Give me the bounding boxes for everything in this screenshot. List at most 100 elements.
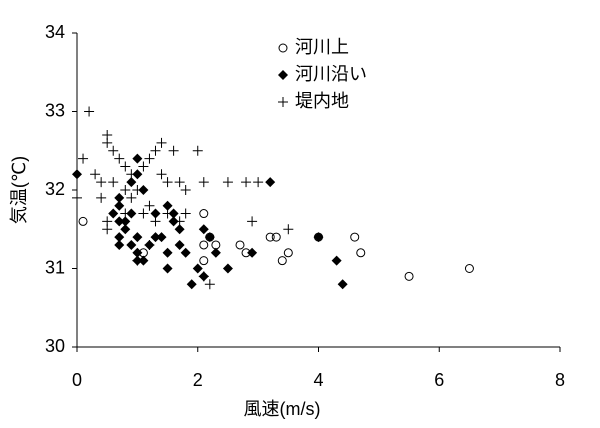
point [150, 145, 161, 156]
point [144, 239, 155, 250]
point [162, 208, 173, 219]
point [114, 192, 125, 203]
point [132, 153, 143, 164]
y-axis-label: 気温(℃) [9, 156, 29, 224]
point [313, 232, 324, 243]
point [132, 185, 143, 195]
point [132, 255, 143, 266]
point [198, 177, 209, 188]
point [126, 192, 137, 203]
legend-label: 堤内地 [295, 91, 349, 111]
point [120, 161, 131, 172]
point [108, 145, 119, 156]
point [265, 232, 275, 242]
point [180, 185, 191, 195]
point [138, 161, 149, 172]
point [120, 185, 131, 195]
legend-marker [278, 70, 288, 80]
point [404, 271, 414, 281]
point [253, 177, 264, 188]
point [120, 208, 131, 219]
legend-marker [278, 43, 288, 53]
point [72, 192, 82, 203]
point [180, 247, 191, 258]
point [102, 224, 113, 235]
point [174, 239, 185, 250]
point [192, 263, 203, 274]
point [96, 192, 107, 203]
point [210, 247, 221, 258]
point [168, 145, 179, 156]
point [241, 177, 252, 188]
point [198, 224, 209, 235]
point [247, 216, 258, 227]
point [174, 177, 185, 188]
point [168, 216, 179, 227]
point [235, 240, 245, 250]
point [265, 177, 276, 188]
point [108, 177, 119, 188]
point [204, 279, 215, 290]
point [102, 130, 113, 141]
x-tick-label: 6 [434, 370, 444, 390]
point [199, 209, 209, 219]
y-tick-label: 34 [45, 22, 65, 42]
point [78, 153, 89, 164]
point [199, 240, 209, 250]
point [78, 216, 88, 226]
point [283, 224, 294, 235]
point [108, 208, 119, 219]
point [162, 200, 173, 211]
point [120, 216, 131, 227]
point [350, 232, 360, 242]
point [271, 232, 281, 242]
point [204, 232, 215, 243]
point [132, 169, 143, 180]
point [168, 208, 179, 219]
point [138, 255, 149, 266]
legend-marker [278, 97, 288, 107]
point [247, 247, 258, 258]
point [162, 177, 173, 188]
point [84, 106, 95, 117]
point [96, 177, 107, 188]
point [150, 208, 161, 219]
y-tick-label: 30 [45, 336, 65, 356]
point [114, 153, 125, 164]
point [174, 216, 185, 227]
point [464, 264, 474, 273]
point [192, 145, 203, 156]
point [199, 256, 209, 266]
y-tick-label: 32 [45, 179, 65, 199]
point [90, 169, 101, 180]
point [114, 200, 125, 211]
y-tick-label: 33 [45, 100, 65, 120]
legend-label: 河川上 [295, 37, 349, 57]
point [156, 169, 167, 180]
point [186, 279, 197, 290]
point [337, 279, 348, 290]
y-tick-label: 31 [45, 257, 65, 277]
point [114, 239, 125, 250]
x-tick-label: 8 [555, 370, 565, 390]
point [277, 256, 287, 266]
point [222, 177, 233, 188]
point [72, 169, 82, 180]
point [126, 169, 137, 180]
point [126, 177, 137, 188]
point [180, 208, 191, 219]
point [138, 208, 149, 219]
point [211, 240, 221, 250]
x-tick-label: 2 [193, 370, 203, 390]
point [222, 263, 233, 274]
point [150, 216, 161, 227]
point [174, 224, 185, 235]
point [138, 185, 149, 195]
point [198, 271, 209, 282]
point [114, 232, 125, 243]
point [150, 232, 161, 243]
point [144, 153, 155, 164]
legend-label: 河川沿い [295, 64, 367, 84]
point [114, 216, 125, 227]
